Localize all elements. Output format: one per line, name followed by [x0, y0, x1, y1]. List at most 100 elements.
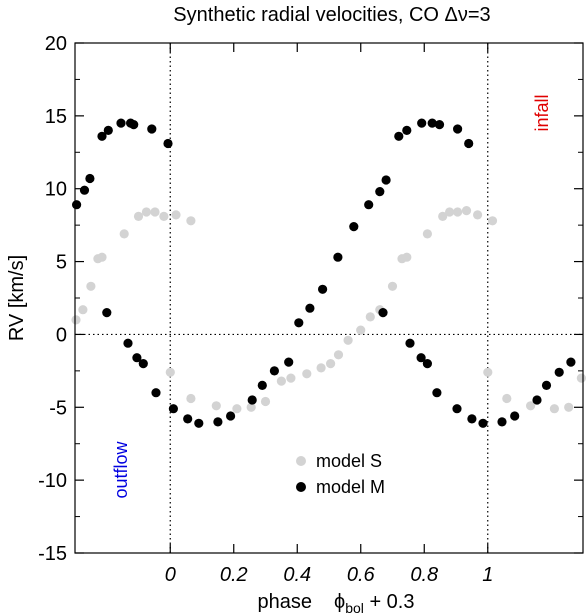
- y-tick-label-3: 0: [56, 324, 67, 346]
- model-s-point-31: [422, 229, 432, 239]
- model-m-point-36: [434, 120, 445, 130]
- legend-marker-model-m: [296, 482, 306, 492]
- x-tick-label-5: 1: [482, 564, 493, 586]
- model-m-point-34: [417, 118, 427, 128]
- model-s-point-35: [461, 206, 472, 216]
- y-axis-label: RV [km/s]: [6, 255, 28, 341]
- model-s-point-6: [133, 211, 144, 221]
- y-tick-label-0: -15: [38, 543, 67, 565]
- x-tick-label-4: 0.8: [410, 564, 438, 586]
- model-s-point-36: [473, 210, 483, 220]
- model-s-point-24: [343, 335, 353, 345]
- model-m-point-28: [349, 222, 359, 232]
- model-m-point-44: [452, 404, 462, 414]
- model-m-point-48: [510, 411, 520, 421]
- model-m-point-16: [183, 414, 193, 424]
- model-m-point-9: [163, 138, 173, 149]
- model-m-point-18: [213, 417, 223, 427]
- model-s-point-12: [165, 367, 175, 377]
- model-s-point-11: [186, 216, 196, 226]
- model-s-point-41: [549, 404, 560, 414]
- model-m-point-19: [226, 411, 236, 421]
- x-axis-label-subscript: bol: [345, 600, 364, 616]
- x-axis-label-prefix: phase: [258, 591, 313, 613]
- model-m-point-22: [269, 366, 279, 376]
- model-s-point-38: [483, 367, 493, 377]
- x-tick-label-0: 0: [165, 564, 176, 586]
- data-points: [71, 118, 586, 428]
- model-m-point-21: [257, 380, 267, 390]
- model-s-point-19: [286, 373, 296, 383]
- model-m-point-1: [79, 185, 90, 195]
- model-m-point-15: [168, 404, 178, 414]
- model-s-point-15: [232, 404, 242, 414]
- legend-label-model-m: model M: [316, 477, 385, 497]
- model-s-point-5: [119, 229, 129, 239]
- model-m-point-7: [129, 120, 139, 130]
- model-s-point-0: [71, 315, 81, 325]
- x-axis-label-suffix: + 0.3: [364, 591, 415, 613]
- legend-label-model-s: model S: [316, 451, 382, 471]
- model-s-point-26: [365, 312, 375, 322]
- model-s-point-22: [326, 359, 336, 369]
- model-m-point-50: [541, 380, 552, 390]
- model-s-point-13: [186, 393, 196, 404]
- infall-annotation: infall: [532, 94, 552, 131]
- model-s-point-23: [333, 350, 344, 360]
- x-tick-label-3: 0.6: [347, 564, 376, 586]
- y-tick-label-1: -10: [38, 470, 67, 492]
- y-tick-label-6: 15: [45, 106, 67, 128]
- model-s-point-40: [526, 401, 536, 411]
- model-m-point-2: [85, 173, 95, 184]
- model-s-point-30: [402, 252, 412, 262]
- model-m-point-47: [497, 417, 507, 427]
- model-m-point-45: [467, 414, 477, 424]
- phi-symbol: ϕ: [334, 591, 345, 613]
- model-m-point-41: [416, 353, 426, 363]
- y-tick-label-4: 5: [56, 252, 67, 274]
- model-s-point-17: [260, 396, 271, 407]
- reference-lines: [75, 43, 583, 553]
- model-m-point-49: [532, 395, 542, 405]
- model-m-point-46: [478, 418, 488, 428]
- model-s-point-16: [246, 402, 256, 412]
- y-tick-label-2: -5: [49, 397, 67, 419]
- model-m-point-43: [432, 388, 442, 398]
- model-s-point-28: [387, 281, 398, 291]
- model-m-point-8: [147, 124, 157, 134]
- y-tick-label-7: 20: [45, 33, 67, 55]
- model-m-point-29: [364, 200, 374, 210]
- model-m-point-23: [284, 357, 294, 367]
- model-m-point-12: [132, 353, 142, 363]
- chart-title: Synthetic radial velocities, CO Δν=3: [173, 4, 490, 26]
- model-s-point-1: [78, 305, 88, 315]
- model-m-point-24: [294, 318, 304, 328]
- model-s-point-20: [302, 369, 312, 379]
- axis-ticks: [75, 42, 583, 554]
- model-s-point-2: [86, 281, 96, 291]
- model-m-point-51: [554, 367, 564, 377]
- model-m-point-40: [405, 338, 415, 348]
- model-m-point-31: [381, 175, 391, 185]
- model-m-point-39: [378, 308, 388, 318]
- model-m-point-37: [453, 124, 463, 134]
- y-tick-label-5: 10: [45, 179, 67, 201]
- tick-labels: -15 -10 -5 0 5 10 15 20 0 0.2 0.4 0.6 0.8 1: [38, 33, 493, 586]
- model-s-point-25: [356, 325, 366, 335]
- model-m-point-33: [402, 125, 412, 135]
- model-m-point-0: [72, 200, 82, 210]
- model-m-point-4: [103, 125, 113, 135]
- model-m-point-5: [116, 118, 126, 128]
- model-s-point-39: [502, 393, 512, 404]
- model-m-point-11: [123, 338, 133, 348]
- model-s-point-9: [159, 211, 169, 221]
- legend-marker-model-s: [296, 456, 306, 466]
- model-s-point-37: [487, 216, 498, 226]
- model-s-point-42: [564, 402, 574, 412]
- model-s-point-43: [576, 373, 586, 383]
- model-s-point-4: [97, 252, 107, 262]
- model-s-point-8: [150, 207, 160, 217]
- model-s-point-33: [445, 207, 455, 217]
- model-m-point-14: [151, 388, 161, 398]
- model-m-point-25: [305, 303, 315, 313]
